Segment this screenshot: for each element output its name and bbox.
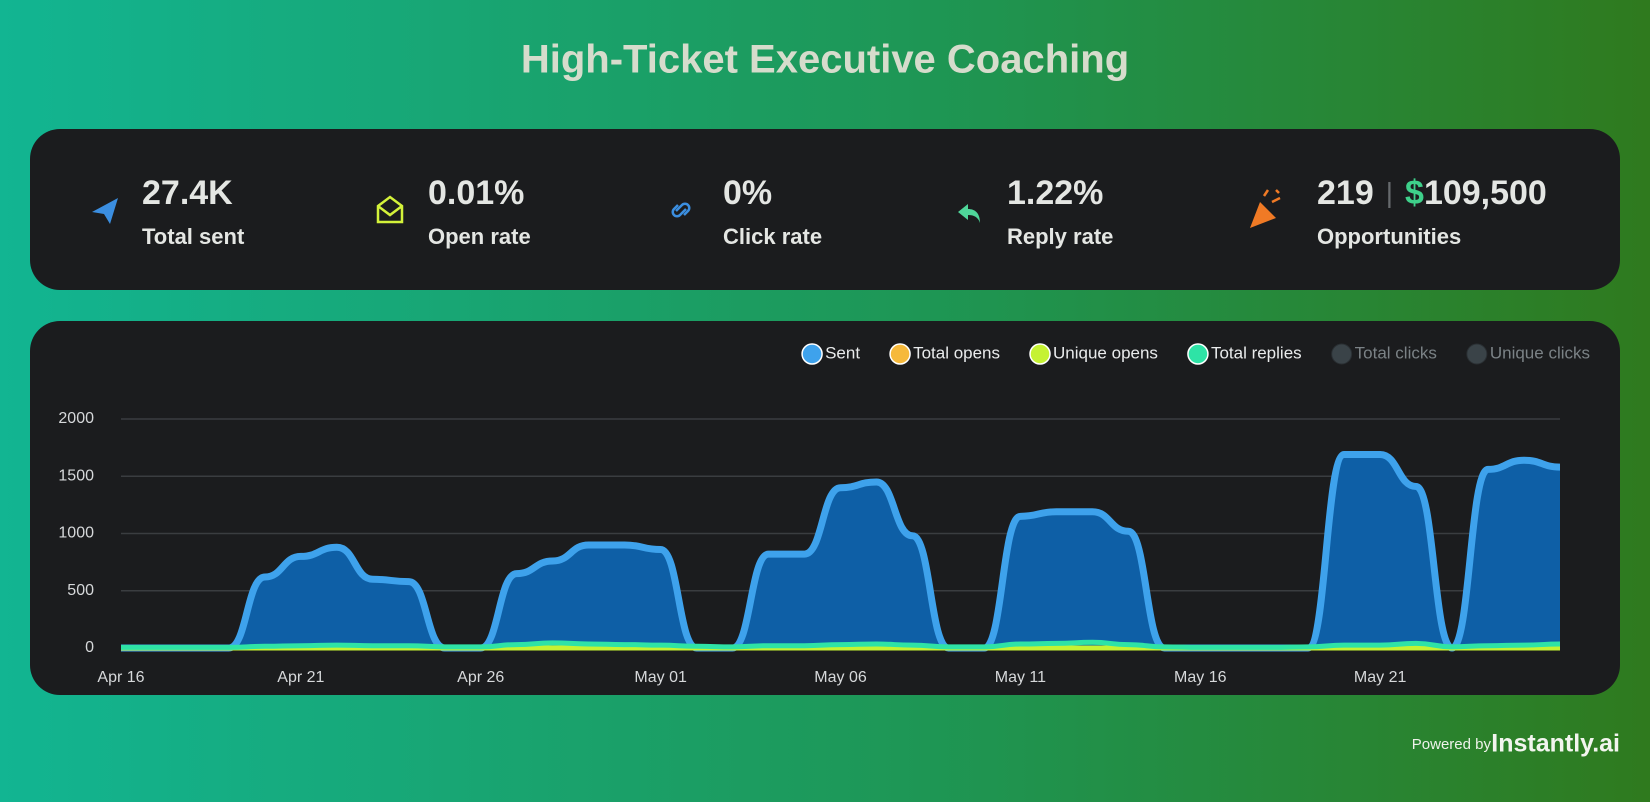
legend-swatch xyxy=(1466,343,1488,365)
y-tick-label: 500 xyxy=(67,582,94,599)
stat-value: 27.4K xyxy=(142,174,233,212)
legend-label: Unique clicks xyxy=(1490,343,1590,362)
stat-value: 0% xyxy=(723,174,772,212)
series-line xyxy=(121,450,1561,652)
legend-swatch xyxy=(1331,343,1353,365)
legend-label: Total replies xyxy=(1211,343,1302,362)
x-tick-label: Apr 26 xyxy=(457,669,504,686)
send-icon xyxy=(92,198,118,224)
stat-value: 0.01% xyxy=(428,174,524,212)
y-tick-label: 0 xyxy=(85,639,94,656)
y-tick-label: 2000 xyxy=(58,410,94,427)
stat-label: Open rate xyxy=(428,224,531,249)
legend-label: Total opens xyxy=(913,343,1000,362)
powered-by: Powered by xyxy=(1412,736,1492,753)
legend-swatch xyxy=(1187,343,1209,365)
stats-card xyxy=(30,129,1620,290)
legend-swatch xyxy=(1029,343,1051,365)
legend-label: Total clicks xyxy=(1355,343,1437,362)
opportunity-amount: 109,500 xyxy=(1424,174,1547,212)
stat-label: Reply rate xyxy=(1007,224,1113,249)
stat-label: Total sent xyxy=(142,224,245,249)
x-tick-label: May 06 xyxy=(814,669,867,686)
stat-label: Opportunities xyxy=(1317,224,1461,249)
legend-swatch xyxy=(889,343,911,365)
y-tick-label: 1500 xyxy=(58,467,94,484)
x-tick-label: May 01 xyxy=(634,669,687,686)
x-tick-label: Apr 21 xyxy=(277,669,324,686)
reply-icon xyxy=(958,204,980,223)
x-tick-label: Apr 16 xyxy=(97,669,144,686)
link-icon xyxy=(671,202,691,218)
separator: | xyxy=(1386,177,1393,208)
opportunity-count: 219 xyxy=(1317,174,1374,212)
stat-value: 219 | $109,500 xyxy=(1317,174,1547,212)
stat-label: Click rate xyxy=(723,224,822,249)
legend-label: Sent xyxy=(825,343,860,362)
legend-label: Unique opens xyxy=(1053,343,1158,362)
page-title: High-Ticket Executive Coaching xyxy=(521,38,1129,82)
legend-swatch xyxy=(801,343,823,365)
open-icon xyxy=(376,195,404,224)
brand: Instantly.ai xyxy=(1491,730,1620,758)
stat-value: 1.22% xyxy=(1007,174,1103,212)
party-confetti xyxy=(1262,189,1281,204)
y-tick-label: 1000 xyxy=(58,525,94,542)
party-icon xyxy=(1250,202,1276,228)
series-area xyxy=(121,454,1560,648)
x-tick-label: May 16 xyxy=(1174,669,1227,686)
currency: $ xyxy=(1405,174,1424,212)
x-tick-label: May 11 xyxy=(995,669,1046,686)
chart: 0 500 1000 1500 2000 Apr 16 Apr 21 Apr 26 May 01… xyxy=(58,343,1590,686)
x-tick-label: May 21 xyxy=(1354,669,1407,686)
series-line xyxy=(121,639,1561,650)
